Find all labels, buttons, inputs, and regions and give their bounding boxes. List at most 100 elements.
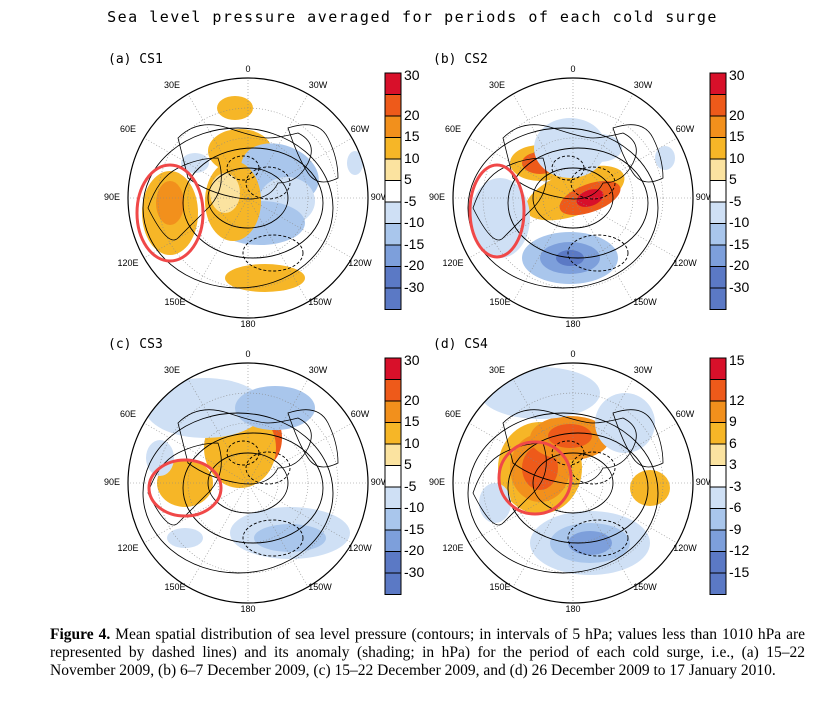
longitude-label-30w: 30W: [634, 80, 653, 90]
colorbar-swatch: [709, 72, 727, 95]
longitude-label-0: 0: [245, 64, 250, 74]
colorbar-swatch: [384, 244, 402, 267]
colorbar-swatch: [709, 486, 727, 509]
anomaly-shading: [548, 424, 592, 448]
longitude-label-60w: 60W: [676, 124, 695, 134]
longitude-label-90e: 90E: [429, 477, 445, 487]
panel-cs1: (a) CS1 0 30E 30W 60E 60W 90E 90W 120E 120W 150E 15…: [100, 50, 430, 330]
anomaly-shading: [595, 393, 655, 453]
colorbar-tick-label: -10: [404, 214, 425, 230]
anomaly-shading: [146, 440, 174, 476]
longitude-label-150w: 150W: [633, 582, 657, 592]
colorbar-swatch: [384, 443, 402, 466]
longitude-label-120w: 120W: [673, 258, 697, 268]
longitude-label-60w: 60W: [351, 409, 370, 419]
colorbar-tick-label: 5: [729, 171, 737, 187]
colorbar-tick-label: -5: [404, 192, 417, 209]
polar-map-cs4: 0 30E 30W 60E 60W 90E 90W 120E 120W 150E 150W 180: [429, 349, 715, 614]
longitude-label-60e: 60E: [120, 124, 136, 134]
colorbar-tick-label: -12: [729, 542, 750, 558]
colorbar-tick-label: 3: [729, 456, 737, 472]
colorbar-swatch: [709, 551, 727, 574]
colorbar-swatch: [709, 465, 727, 488]
colorbar-tick-label: 20: [404, 106, 420, 123]
colorbar-swatch: [384, 94, 402, 117]
colorbar-swatch: [384, 115, 402, 138]
anomaly-shading: [145, 378, 265, 438]
colorbar-swatch: [709, 158, 727, 181]
longitude-label-30e: 30E: [489, 80, 505, 90]
longitude-label-180: 180: [240, 319, 255, 329]
colorbar-tick-label: -30: [404, 563, 425, 580]
colorbar-tick-label: 30: [404, 352, 420, 368]
map-boundary: [127, 362, 369, 604]
anomaly-shading: [254, 524, 326, 552]
figure-caption: Figure 4. Mean spatial distribution of s…: [50, 626, 805, 680]
colorbar-tick-label: -20: [404, 257, 425, 273]
colorbar-tick-label: -15: [729, 235, 750, 252]
longitude-label-120e: 120E: [117, 258, 138, 268]
colorbar-swatch: [709, 180, 727, 203]
longitude-label-90e: 90E: [104, 477, 120, 487]
colorbar-tick-label: 12: [729, 391, 745, 408]
colorbar-swatch: [709, 244, 727, 267]
colorbar-tick-label: -15: [404, 520, 425, 537]
colorbar-swatch: [384, 422, 402, 445]
colorbar-swatch: [384, 180, 402, 203]
colorbar-tick-label: -30: [404, 278, 425, 295]
longitude-label-120e: 120E: [442, 543, 463, 553]
colorbar-tick-label: 30: [404, 67, 420, 83]
longitude-label-90e: 90E: [429, 192, 445, 202]
longitude-label-150w: 150W: [308, 582, 332, 592]
panel-cs4: (d) CS4 0 30E 30W 60E 60W 90E 90W 120E 120W 150E 15…: [425, 335, 755, 615]
longitude-label-60e: 60E: [445, 124, 461, 134]
longitude-label-120e: 120E: [117, 543, 138, 553]
longitude-label-30w: 30W: [634, 365, 653, 375]
longitude-label-90e: 90E: [104, 192, 120, 202]
colorbar-tick-label: -10: [404, 499, 425, 515]
colorbar-swatch: [384, 201, 402, 224]
map-boundary: [127, 77, 369, 319]
anomaly-shading: [225, 264, 305, 292]
longitude-label-30w: 30W: [309, 80, 328, 90]
highlight-region-outline: [497, 440, 573, 516]
colorbar-tick-label: 10: [404, 434, 420, 451]
colorbar-tick-label: -20: [729, 257, 750, 273]
map-boundary: [452, 77, 694, 319]
panel-label-cs2: (b) CS2: [433, 52, 488, 67]
panel-label-cs3: (c) CS3: [108, 337, 163, 352]
colorbar-swatch: [384, 287, 402, 310]
colorbar-swatch: [709, 94, 727, 117]
panel-cs2: (b) CS2 0 30E 30W 60E 60W 90E 90W 120E 120W 150E 15…: [425, 50, 755, 330]
caption-label: Figure 4.: [50, 626, 111, 643]
colorbar-swatch: [384, 465, 402, 488]
longitude-label-30w: 30W: [309, 365, 328, 375]
anomaly-shading: [576, 189, 604, 207]
colorbar-swatch: [709, 201, 727, 224]
anomaly-shading: [181, 153, 209, 173]
highlight-region-outline: [468, 163, 526, 259]
panel-label-cs1: (a) CS1: [108, 52, 163, 67]
anomaly-shading: [655, 146, 675, 170]
colorbar-tick-label: -3: [729, 477, 742, 494]
longitude-label-0: 0: [570, 349, 575, 359]
colorbar-tick-label: 15: [404, 128, 420, 144]
colorbar-tick-label: 20: [404, 391, 420, 408]
map-boundary: [452, 362, 694, 604]
colorbar-tick-label: 10: [729, 149, 745, 166]
longitude-label-90w: 90W: [371, 477, 390, 487]
colorbar-swatch: [384, 486, 402, 509]
colorbar-tick-label: -30: [729, 278, 750, 295]
colorbar-tick-label: 15: [729, 128, 745, 144]
colorbar-swatch: [384, 158, 402, 181]
longitude-label-90w: 90W: [371, 192, 390, 202]
colorbar-tick-label: 10: [404, 149, 420, 166]
figure-title: Sea level pressure averaged for periods …: [107, 8, 718, 26]
longitude-label-120w: 120W: [348, 543, 372, 553]
anomaly-shading: [479, 483, 511, 523]
colorbar-swatch: [709, 266, 727, 289]
colorbar-swatch: [709, 357, 727, 380]
anomaly-shading: [347, 151, 363, 175]
colorbar-tick-label: -10: [729, 214, 750, 230]
colorbar-swatch: [384, 72, 402, 95]
